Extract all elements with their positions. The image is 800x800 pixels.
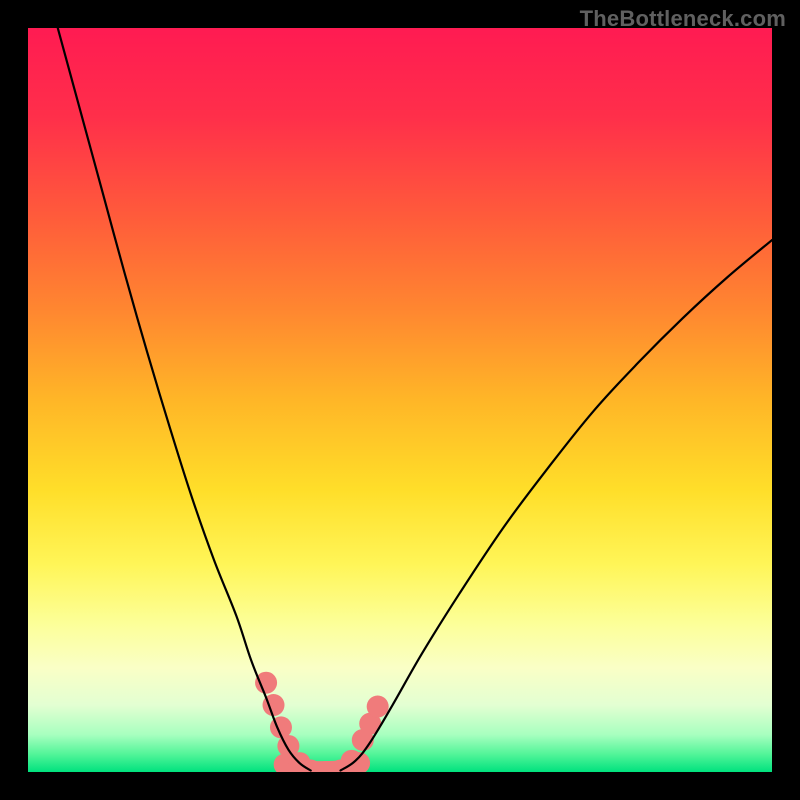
valley-marker (255, 672, 277, 694)
valley-marker (367, 696, 389, 718)
watermark-label: TheBottleneck.com (580, 6, 786, 32)
chart-root: TheBottleneck.com (0, 0, 800, 800)
gradient-background (28, 28, 772, 772)
chart-svg (0, 0, 800, 800)
